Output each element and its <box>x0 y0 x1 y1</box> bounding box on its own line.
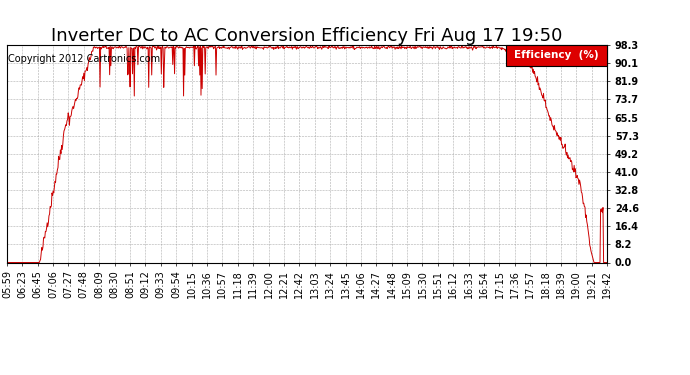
Text: Efficiency  (%): Efficiency (%) <box>514 50 599 60</box>
Text: Copyright 2012 Cartronics.com: Copyright 2012 Cartronics.com <box>8 54 160 64</box>
Title: Inverter DC to AC Conversion Efficiency Fri Aug 17 19:50: Inverter DC to AC Conversion Efficiency … <box>51 27 563 45</box>
